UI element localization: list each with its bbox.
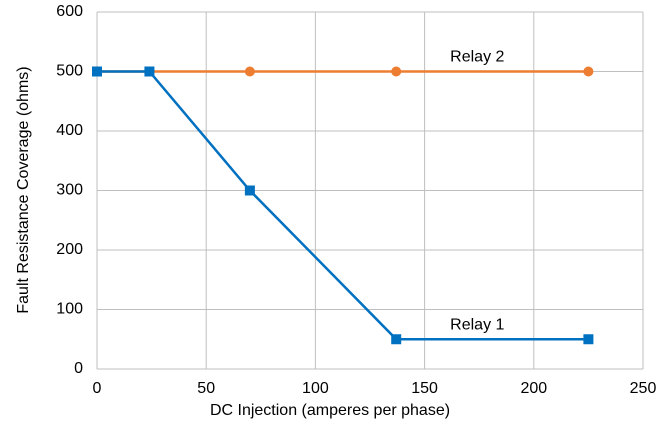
marker bbox=[144, 66, 155, 77]
marker bbox=[391, 334, 402, 345]
series-line bbox=[97, 70, 589, 341]
y-tick-label: 500 bbox=[56, 63, 83, 80]
marker bbox=[583, 66, 594, 77]
y-axis-label: Fault Resistance Coverage (ohms) bbox=[15, 66, 32, 313]
marker bbox=[391, 66, 402, 77]
y-tick-label: 0 bbox=[74, 360, 83, 377]
x-tick-label: 100 bbox=[302, 380, 329, 397]
y-tick-label: 100 bbox=[56, 301, 83, 318]
x-tick-label: 0 bbox=[93, 380, 102, 397]
marker bbox=[244, 66, 255, 77]
series-label: Relay 2 bbox=[450, 49, 504, 66]
x-tick-label: 150 bbox=[411, 380, 438, 397]
series-label: Relay 1 bbox=[450, 316, 504, 333]
y-tick-label: 600 bbox=[56, 3, 83, 20]
y-tick-label: 200 bbox=[56, 241, 83, 258]
x-axis-label: DC Injection (amperes per phase) bbox=[210, 402, 450, 419]
marker bbox=[244, 185, 255, 196]
marker bbox=[583, 334, 594, 345]
y-tick-label: 300 bbox=[56, 182, 83, 199]
y-tick-label: 400 bbox=[56, 122, 83, 139]
x-tick-label: 200 bbox=[520, 380, 547, 397]
x-tick-label: 50 bbox=[197, 380, 215, 397]
x-tick-label: 250 bbox=[630, 380, 657, 397]
marker bbox=[92, 66, 102, 77]
